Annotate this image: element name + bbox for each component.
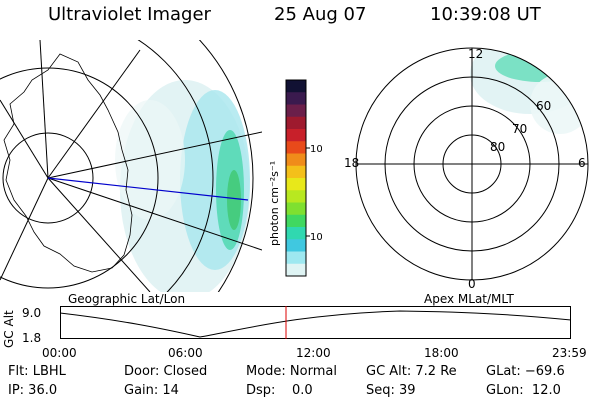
altitude-tick-9: 9.0 [22,306,42,320]
color-scale-swatch [286,227,306,240]
left-map-caption: Geographic Lat/Lon [68,292,186,306]
dsp-status: Dsp: 0.0 [246,383,313,398]
color-scale-swatch [286,214,306,228]
color-scale-swatch [286,129,306,142]
color-scale-swatch [286,104,306,118]
color-scale-swatch [286,190,306,203]
time-tick-1200: 12:00 [296,346,331,360]
altitude-curve [60,310,572,338]
color-scale-swatch [286,141,306,154]
aurora-emission-mag [470,48,588,134]
gain-status: Gain: 14 [124,383,179,398]
mlat-label-80: 80 [490,140,505,154]
color-scale-swatch [286,239,306,252]
color-scale-bar [286,80,306,277]
mlt-label-6: 6 [578,156,586,170]
color-scale-swatch [286,202,306,216]
time-tick-2359: 23:59 [552,346,587,360]
color-scale-swatch [286,178,306,191]
filter-status: Flt: LBHL [8,364,66,379]
altitude-tick-1-8: 1.8 [22,331,42,345]
instrument-title: Ultraviolet Imager [48,4,211,25]
mode-status: Mode: Normal [246,364,337,379]
mlt-lines [356,48,588,280]
seq-status: Seq: 39 [366,383,416,398]
glat-status: GLat: −69.6 [486,364,565,379]
color-scale-swatch [286,116,306,130]
aurora-emission [115,80,250,292]
mlt-label-18: 18 [344,156,359,170]
time-tick-0600: 06:00 [168,346,203,360]
right-map-caption: Apex MLat/MLT [424,292,514,306]
color-scale-swatch [286,263,306,277]
coastline [3,53,133,273]
altitude-axis-label: GC Alt [2,310,16,348]
mlat-label-60: 60 [536,99,551,113]
color-scale-swatch [286,92,306,105]
longitude-lines [0,40,262,292]
colorbar-tick-100: 100 [310,144,322,155]
glon-status: GLon: 12.0 [486,383,561,398]
time-tick-1800: 18:00 [424,346,459,360]
date-label: 25 Aug 07 [274,4,367,25]
geographic-map [0,40,262,292]
ip-status: IP: 36.0 [8,383,58,398]
color-scale-swatch [286,251,306,265]
color-scale-swatch [286,153,306,167]
color-scale-swatch [286,165,306,179]
time-label: 10:39:08 UT [430,4,541,25]
mlat-label-70: 70 [512,122,527,136]
mlt-label-12: 12 [468,47,483,61]
gc-alt-status: GC Alt: 7.2 Re [366,364,457,379]
satellite-meridian-line [47,177,249,201]
altitude-plot [60,306,572,339]
mlt-label-0: 0 [468,277,476,291]
door-status: Door: Closed [124,364,208,379]
magnetic-polar-map: 12 6 0 18 80 70 60 [344,47,589,291]
latitude-circles [0,40,254,292]
colorbar-tick-10: 10 [310,232,322,243]
colorbar-unit-label: photon cm⁻²s⁻¹ [268,161,281,246]
color-scale-swatch [286,80,306,93]
color-scale: 100 10 photon cm⁻²s⁻¹ [268,79,322,277]
time-tick-0000: 00:00 [42,346,77,360]
